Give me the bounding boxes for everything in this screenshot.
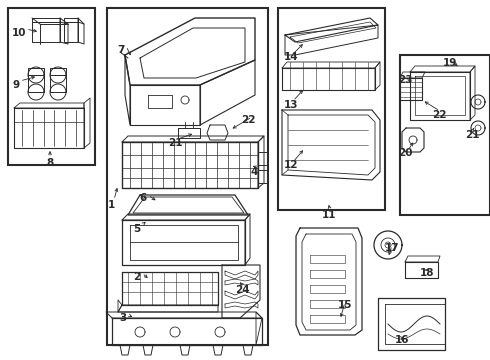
Text: 16: 16 <box>395 335 410 345</box>
Text: 3: 3 <box>119 313 126 323</box>
Text: 17: 17 <box>385 243 400 253</box>
Text: 21: 21 <box>465 130 480 140</box>
Text: 1: 1 <box>108 200 115 210</box>
Bar <box>8 8 95 165</box>
Text: 12: 12 <box>284 160 298 170</box>
Text: 6: 6 <box>139 193 146 203</box>
Text: 19: 19 <box>443 58 457 68</box>
Text: 11: 11 <box>322 210 337 220</box>
Text: 14: 14 <box>284 52 298 62</box>
Bar <box>107 8 268 345</box>
Text: 10: 10 <box>12 28 26 38</box>
Bar <box>400 55 490 215</box>
Text: 2: 2 <box>133 272 140 282</box>
Text: 22: 22 <box>241 115 255 125</box>
Text: 9: 9 <box>12 80 19 90</box>
Text: 20: 20 <box>398 148 413 158</box>
Text: 18: 18 <box>420 268 435 278</box>
Bar <box>278 8 385 210</box>
Text: 4: 4 <box>250 167 257 177</box>
Text: 7: 7 <box>117 45 124 55</box>
Text: 5: 5 <box>133 224 140 234</box>
Text: 21: 21 <box>168 138 182 148</box>
Text: 23: 23 <box>398 75 413 85</box>
Text: 24: 24 <box>235 285 249 295</box>
Text: 8: 8 <box>46 158 53 168</box>
Text: 13: 13 <box>284 100 298 110</box>
Text: 15: 15 <box>338 300 352 310</box>
Text: 22: 22 <box>432 110 446 120</box>
